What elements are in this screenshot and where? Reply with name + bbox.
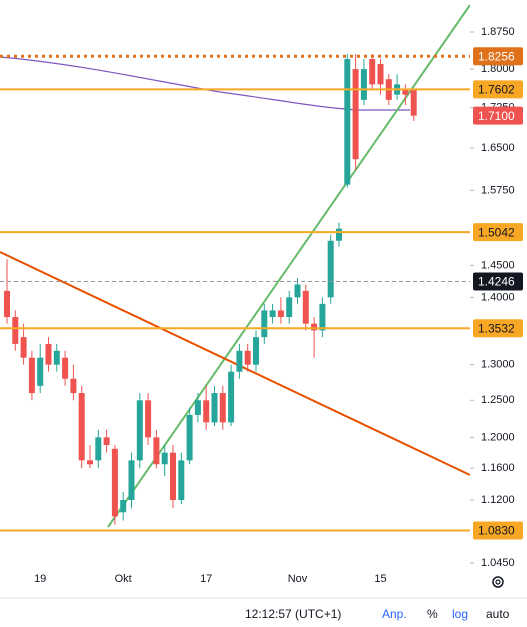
price-label: 1.7100 xyxy=(478,109,515,123)
candle-body xyxy=(62,357,69,379)
price-label: 1.5042 xyxy=(478,225,515,239)
candle-body xyxy=(319,303,326,331)
candle-body xyxy=(170,452,176,501)
x-tick-label: 17 xyxy=(200,573,212,585)
price-label: 1.8256 xyxy=(478,49,515,63)
candle-body xyxy=(12,317,19,344)
x-tick-label: Nov xyxy=(288,573,308,585)
price-label-bg xyxy=(473,106,523,125)
candle-body xyxy=(269,310,276,318)
price-label: 1.4246 xyxy=(478,275,515,289)
candle-body xyxy=(4,290,10,318)
settings-icon[interactable] xyxy=(492,576,504,588)
y-tick-label: 1.8000 xyxy=(481,63,515,75)
button[interactable]: log xyxy=(452,607,468,621)
price-label-bg xyxy=(473,272,523,291)
candle-body xyxy=(377,64,384,85)
candle-body xyxy=(128,460,135,501)
candle-body xyxy=(327,240,334,298)
candle-body xyxy=(120,500,127,513)
y-tick-label: 1.2500 xyxy=(481,394,515,406)
candle-body xyxy=(410,89,417,116)
trend-line xyxy=(107,4,471,528)
candle-body xyxy=(178,460,185,501)
candle-body xyxy=(78,393,85,461)
candle-body xyxy=(253,337,259,365)
candle-body xyxy=(20,337,27,358)
button[interactable]: Anp. xyxy=(382,607,407,621)
candle-body xyxy=(277,310,284,318)
candle-body xyxy=(211,393,218,423)
candle-body xyxy=(186,414,193,461)
gear-center xyxy=(495,579,501,585)
price-label-bg xyxy=(473,223,523,242)
button[interactable]: auto xyxy=(486,607,510,621)
y-tick-label: 1.1200 xyxy=(481,494,515,506)
plot xyxy=(0,54,470,532)
candle-body xyxy=(53,350,60,365)
candle-body xyxy=(344,59,351,185)
candle-body xyxy=(194,400,201,415)
candle-body xyxy=(244,350,251,365)
x-tick-label: Okt xyxy=(115,573,132,585)
gear xyxy=(492,576,504,588)
candle-body xyxy=(103,437,110,445)
y-tick-label: 1.4000 xyxy=(481,291,515,303)
x-tick-label: 19 xyxy=(34,573,46,585)
y-tick-label: 1.3000 xyxy=(481,359,515,371)
candle-body xyxy=(111,448,118,517)
candle-body xyxy=(136,400,143,461)
price-label: 1.0830 xyxy=(478,524,515,538)
y-tick-label: 1.1600 xyxy=(481,462,515,474)
candle-body xyxy=(294,284,301,298)
price-label: 1.3532 xyxy=(478,321,515,335)
y-tick-label: 1.5750 xyxy=(481,184,515,196)
candle-body xyxy=(219,393,226,423)
candle-body xyxy=(70,378,77,394)
candle-body xyxy=(145,400,152,438)
candle-body xyxy=(360,69,367,100)
clock: 12:12:57 (UTC+1) xyxy=(245,607,341,621)
candle-body xyxy=(302,290,309,324)
candle-body xyxy=(161,452,168,465)
button[interactable]: % xyxy=(427,607,438,621)
y-tick-label: 1.2000 xyxy=(481,431,515,443)
candle-body xyxy=(228,371,235,423)
candle-body xyxy=(352,69,359,160)
price-axis: 1.87501.80001.72501.65001.57501.45001.40… xyxy=(470,0,527,597)
y-tick-label: 1.0450 xyxy=(481,557,515,569)
price-label-bg xyxy=(473,319,523,338)
candle-body xyxy=(311,323,318,331)
candle-body xyxy=(87,460,93,465)
axis-bg xyxy=(470,0,527,597)
candle-body xyxy=(203,400,210,423)
price-label-bg xyxy=(473,521,523,540)
candle-body xyxy=(236,350,243,372)
candle-body xyxy=(402,89,409,95)
candle-body xyxy=(28,357,35,394)
candle-body xyxy=(286,297,293,318)
candle-body xyxy=(261,310,268,338)
candle-body xyxy=(37,357,44,386)
y-tick-label: 1.6500 xyxy=(481,142,515,154)
candle-body xyxy=(369,59,376,85)
price-label-bg xyxy=(473,47,523,66)
y-tick-label: 1.4500 xyxy=(481,259,515,271)
x-tick-label: 15 xyxy=(374,573,386,585)
moving-average xyxy=(0,56,410,111)
candle-body xyxy=(45,343,52,365)
candle-body xyxy=(95,437,102,461)
candle-body xyxy=(153,437,160,465)
price-label-bg xyxy=(473,80,523,99)
trend-line xyxy=(0,251,471,476)
y-tick-label: 1.8750 xyxy=(481,26,515,38)
candle-body xyxy=(336,228,342,241)
price-label: 1.7602 xyxy=(478,83,515,97)
